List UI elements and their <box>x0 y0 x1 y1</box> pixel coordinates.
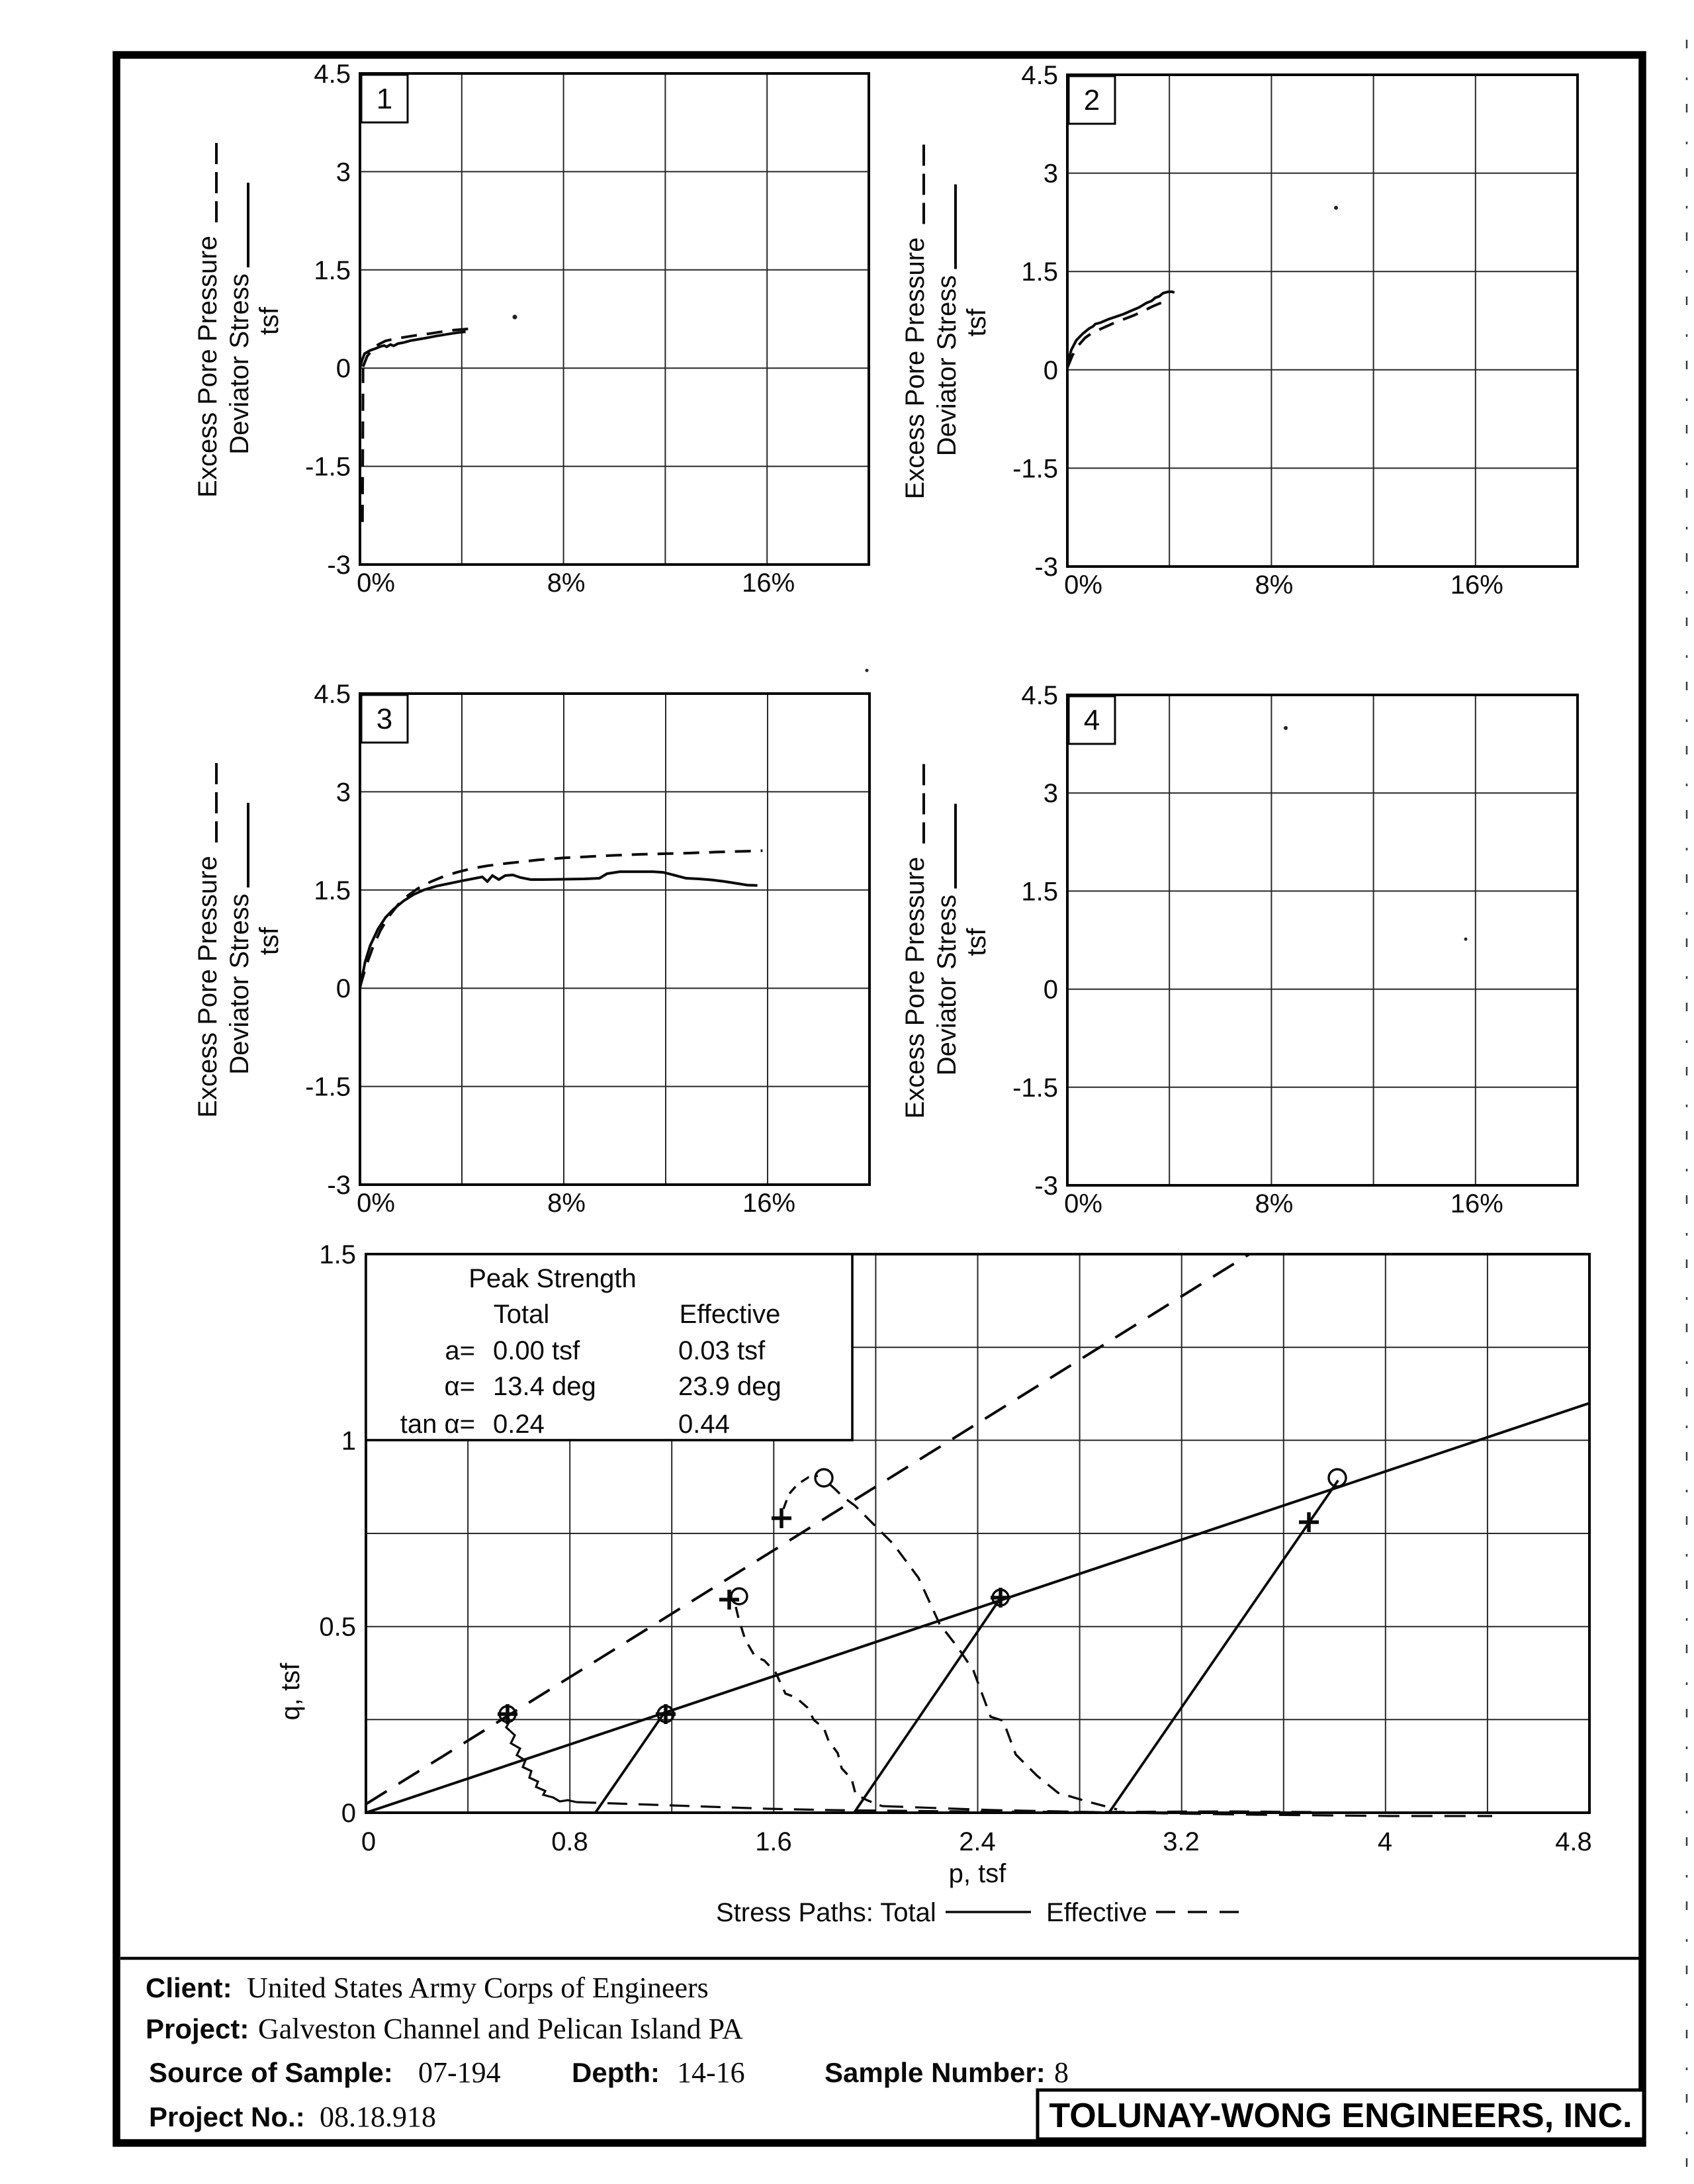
svg-text:-1.5: -1.5 <box>305 1073 351 1102</box>
svg-text:-3: -3 <box>1034 553 1058 582</box>
svg-text:0.8: 0.8 <box>551 1827 588 1856</box>
svg-text:Total: Total <box>494 1300 550 1329</box>
svg-text:0.44: 0.44 <box>678 1410 730 1439</box>
svg-text:1.5: 1.5 <box>1021 877 1058 906</box>
svg-text:Project:: Project: <box>146 2013 249 2044</box>
svg-text:Sample Number:: Sample Number: <box>825 2057 1046 2088</box>
svg-text:Source of Sample:: Source of Sample: <box>149 2057 393 2088</box>
svg-text:07-194: 07-194 <box>418 2056 501 2089</box>
svg-text:1.5: 1.5 <box>319 1240 356 1269</box>
svg-text:0: 0 <box>1044 356 1058 385</box>
svg-text:Excess Pore Pressure: Excess Pore Pressure <box>193 236 222 498</box>
svg-text:United States Army Corps of En: United States Army Corps of Engineers <box>247 1972 709 2004</box>
svg-text:8: 8 <box>1054 2056 1069 2089</box>
svg-text:3.2: 3.2 <box>1163 1827 1200 1856</box>
svg-text:4.5: 4.5 <box>1021 681 1058 710</box>
svg-text:tsf: tsf <box>255 306 284 335</box>
svg-text:13.4 deg: 13.4 deg <box>493 1372 596 1401</box>
svg-text:3: 3 <box>336 158 351 187</box>
svg-text:0: 0 <box>341 1799 356 1828</box>
svg-text:16%: 16% <box>742 1189 795 1218</box>
svg-text:3: 3 <box>377 703 392 735</box>
svg-text:Effective: Effective <box>680 1300 781 1329</box>
svg-text:4.5: 4.5 <box>314 680 351 709</box>
svg-text:α=: α= <box>445 1372 475 1401</box>
svg-text:Effective: Effective <box>1046 1898 1147 1927</box>
svg-text:a=: a= <box>445 1336 475 1365</box>
svg-text:0.24: 0.24 <box>493 1410 545 1439</box>
svg-text:23.9 deg: 23.9 deg <box>678 1372 781 1401</box>
svg-text:1.5: 1.5 <box>314 256 351 285</box>
svg-text:4: 4 <box>1378 1827 1392 1856</box>
svg-text:0.5: 0.5 <box>319 1613 356 1642</box>
svg-text:4: 4 <box>1084 704 1100 737</box>
svg-text:0: 0 <box>336 354 351 383</box>
svg-text:1: 1 <box>377 83 392 115</box>
svg-text:16%: 16% <box>1450 1189 1503 1218</box>
svg-text:0: 0 <box>361 1827 376 1856</box>
svg-text:1: 1 <box>341 1426 356 1455</box>
svg-text:0: 0 <box>1044 976 1058 1005</box>
svg-text:TOLUNAY-WONG ENGINEERS, INC.: TOLUNAY-WONG ENGINEERS, INC. <box>1049 2097 1632 2135</box>
svg-text:Excess Pore Pressure: Excess Pore Pressure <box>901 238 930 500</box>
svg-text:0%: 0% <box>357 569 395 598</box>
svg-text:-1.5: -1.5 <box>1012 1073 1058 1103</box>
svg-text:0%: 0% <box>357 1189 395 1218</box>
svg-text:3: 3 <box>1044 779 1058 808</box>
svg-text:q, tsf: q, tsf <box>276 1662 305 1721</box>
svg-text:-1.5: -1.5 <box>1012 454 1058 483</box>
svg-text:16%: 16% <box>742 569 795 598</box>
svg-text:tsf: tsf <box>962 928 991 956</box>
svg-text:2.4: 2.4 <box>959 1827 996 1856</box>
svg-text:1.6: 1.6 <box>755 1827 792 1856</box>
svg-text:tan α=: tan α= <box>400 1410 475 1439</box>
svg-text:4.8: 4.8 <box>1555 1827 1592 1856</box>
svg-text:3: 3 <box>1044 159 1058 189</box>
svg-text:Depth:: Depth: <box>572 2057 660 2088</box>
svg-text:p, tsf: p, tsf <box>949 1859 1007 1888</box>
svg-text:8%: 8% <box>547 1189 586 1218</box>
svg-text:8%: 8% <box>1255 570 1293 600</box>
svg-text:Stress Paths: Total: Stress Paths: Total <box>716 1898 936 1927</box>
svg-text:0%: 0% <box>1064 1189 1102 1218</box>
svg-text:Deviator Stress: Deviator Stress <box>225 273 254 454</box>
svg-text:Galveston Channel and Pelican: Galveston Channel and Pelican Island PA <box>258 2013 743 2045</box>
svg-text:16%: 16% <box>1450 570 1503 600</box>
svg-text:Deviator Stress: Deviator Stress <box>932 275 961 456</box>
svg-text:Client:: Client: <box>146 1972 232 2003</box>
svg-text:4.5: 4.5 <box>1021 61 1058 90</box>
svg-text:1.5: 1.5 <box>314 876 351 905</box>
svg-text:2: 2 <box>1084 84 1100 116</box>
svg-text:Deviator Stress: Deviator Stress <box>225 893 254 1074</box>
svg-text:1.5: 1.5 <box>1021 257 1058 287</box>
svg-text:-3: -3 <box>327 551 351 580</box>
svg-text:-3: -3 <box>327 1171 351 1200</box>
svg-text:4.5: 4.5 <box>314 60 351 89</box>
svg-text:Excess Pore Pressure: Excess Pore Pressure <box>901 857 930 1119</box>
svg-text:8%: 8% <box>1255 1189 1293 1218</box>
svg-text:-3: -3 <box>1034 1171 1058 1201</box>
svg-text:14-16: 14-16 <box>677 2056 745 2089</box>
svg-text:0.03 tsf: 0.03 tsf <box>678 1336 766 1365</box>
svg-text:0.00 tsf: 0.00 tsf <box>493 1336 580 1365</box>
svg-text:Peak Strength: Peak Strength <box>468 1264 637 1293</box>
svg-text:tsf: tsf <box>255 927 284 955</box>
svg-text:0: 0 <box>336 974 351 1003</box>
svg-text:Excess Pore Pressure: Excess Pore Pressure <box>193 856 222 1118</box>
svg-text:Project No.:: Project No.: <box>149 2101 305 2132</box>
svg-text:08.18.918: 08.18.918 <box>320 2101 436 2133</box>
svg-text:8%: 8% <box>547 569 586 598</box>
svg-text:Deviator Stress: Deviator Stress <box>932 895 961 1075</box>
svg-text:0%: 0% <box>1064 570 1102 600</box>
svg-text:3: 3 <box>336 778 351 807</box>
svg-text:tsf: tsf <box>962 308 991 337</box>
svg-text:-1.5: -1.5 <box>305 453 351 482</box>
